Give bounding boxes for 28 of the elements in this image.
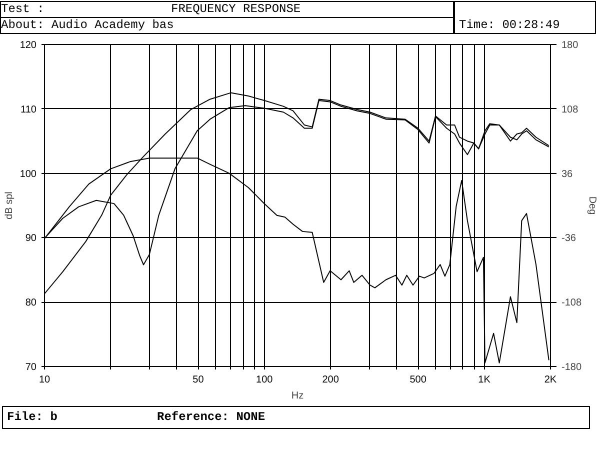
y-tick-label: 80 xyxy=(25,298,37,309)
y-tick-label: 100 xyxy=(20,168,37,180)
y2-tick-label: 36 xyxy=(562,168,574,180)
text: File: b xyxy=(7,409,58,426)
y2-tick-label: -36 xyxy=(562,233,576,244)
x-tick-label: 200 xyxy=(322,374,340,386)
y2-tick-label: 108 xyxy=(562,104,579,116)
x-tick-label: 10 xyxy=(38,374,50,386)
y2-tick-label: -180 xyxy=(562,362,582,373)
y2-tick-label: 180 xyxy=(562,40,579,51)
y-axis-title: dB spl xyxy=(4,192,15,220)
y-tick-label: 90 xyxy=(25,233,37,244)
x-tick-label: 50 xyxy=(192,374,204,386)
text: Test : xyxy=(1,2,46,17)
x-tick-label: 1K xyxy=(478,374,491,386)
text: Reference: NONE xyxy=(157,409,266,426)
x-tick-label: 500 xyxy=(410,374,427,386)
y2-axis-title: Deg xyxy=(586,196,598,215)
x-tick-label: 2K xyxy=(544,374,557,386)
chart-title: FREQUENCY RESPONSE xyxy=(171,2,301,17)
y-tick-label: 120 xyxy=(20,40,37,51)
y2-tick-label: -108 xyxy=(562,298,582,309)
x-axis-title: Hz xyxy=(291,390,304,402)
y-tick-label: 70 xyxy=(25,362,37,373)
text: Time: 00:28:49 xyxy=(458,17,561,33)
chart-subtitle: About: Audio Academy bas xyxy=(1,18,175,33)
y-tick-label: 110 xyxy=(20,104,37,116)
x-tick-label: 100 xyxy=(256,374,274,386)
